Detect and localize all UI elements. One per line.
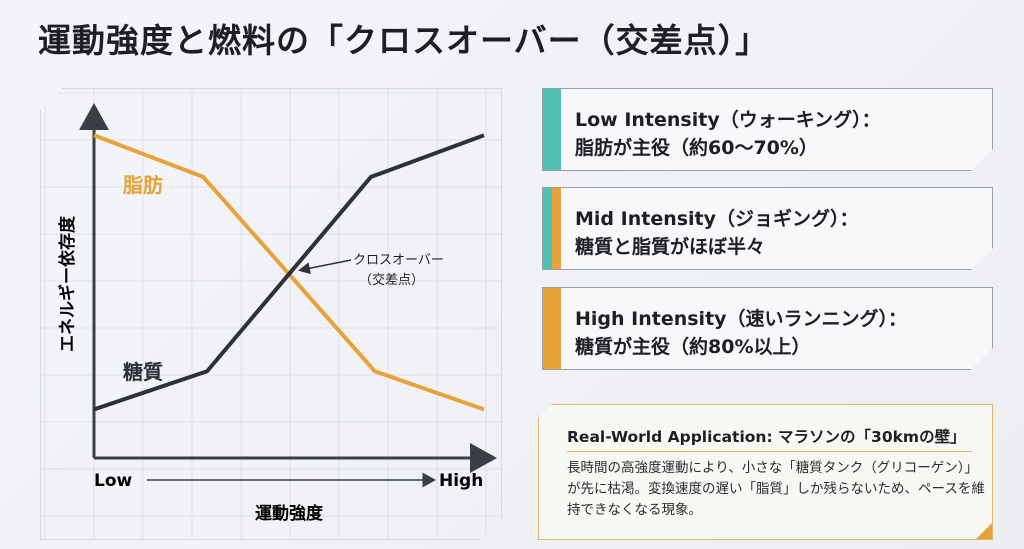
application-body: 長時間の高強度運動により、小さな「糖質タンク（グリコーゲン）」が先に枯渇。変換速… <box>567 460 985 518</box>
card-low-intensity: Low Intensity（ウォーキング）： 脂肪が主役（約60〜70%） <box>542 88 993 171</box>
series-line-carb <box>94 135 484 409</box>
corner-triangle-icon <box>976 253 992 269</box>
card-heading: Low Intensity（ウォーキング）： <box>575 109 881 131</box>
series-label-fat: 脂肪 <box>123 173 163 197</box>
y-axis-label: エネルギー依存度 <box>57 215 78 352</box>
card-mid-intensity: Mid Intensity（ジョギング）： 糖質と脂質がほぼ半々 <box>542 187 993 270</box>
card-detail: 脂肪が主役（約60〜70%） <box>575 137 818 159</box>
card-accent-bar <box>543 89 561 170</box>
divider <box>567 451 972 452</box>
annotation-line1: クロスオーバー <box>353 253 444 268</box>
annotation-line2: （交差点） <box>359 272 424 288</box>
card-heading: Mid Intensity（ジョギング）： <box>575 208 859 230</box>
crossover-chart: 脂肪 糖質 クロスオーバー （交差点） Low High 運動強度 エネルギー依… <box>41 89 503 541</box>
card-high-intensity: High Intensity（速いランニング）： 糖質が主役（約80%以上） <box>542 287 993 370</box>
corner-triangle-icon <box>976 353 992 369</box>
corner-triangle-icon <box>976 523 992 539</box>
annotation-arrow <box>301 260 351 270</box>
page-title: 運動強度と燃料の「クロスオーバー（交差点）」 <box>38 21 770 60</box>
chart-panel: 脂肪 糖質 クロスオーバー （交差点） Low High 運動強度 エネルギー依… <box>40 88 502 540</box>
card-detail: 糖質と脂質がほぼ半々 <box>575 236 766 258</box>
grid <box>41 89 503 541</box>
application-title: Real-World Application: マラソンの「30kmの壁」 <box>567 428 966 446</box>
x-axis-label: 運動強度 <box>255 503 324 524</box>
x-tick-high: High <box>439 471 483 491</box>
card-accent-bar <box>543 188 561 269</box>
card-accent-bar <box>543 288 561 369</box>
application-box: Real-World Application: マラソンの「30kmの壁」 長時… <box>538 404 993 540</box>
corner-triangle-icon <box>976 154 992 170</box>
x-tick-low: Low <box>94 471 133 491</box>
series-label-carb: 糖質 <box>123 360 163 384</box>
card-detail: 糖質が主役（約80%以上） <box>575 336 811 358</box>
card-heading: High Intensity（速いランニング）： <box>575 308 908 330</box>
